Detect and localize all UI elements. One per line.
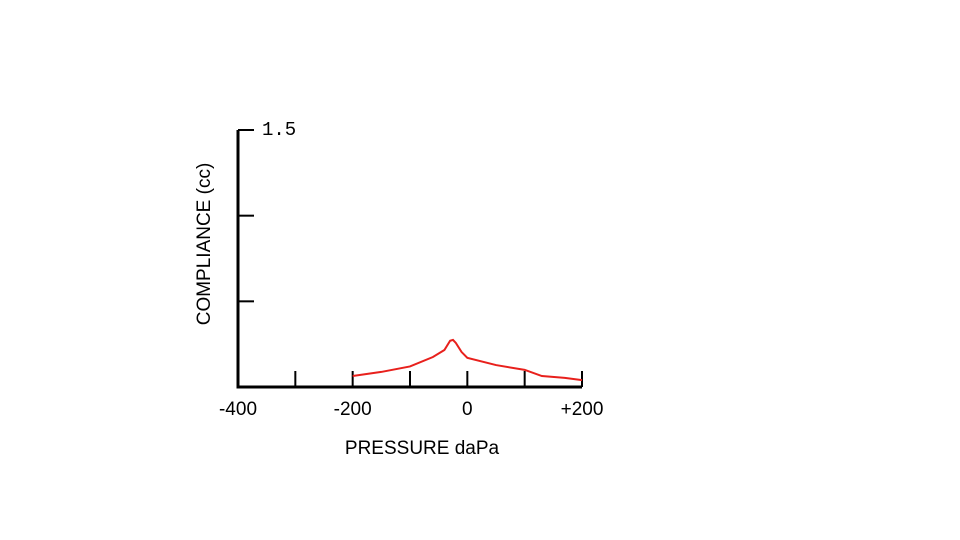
x-axis-label: PRESSURE daPa	[345, 438, 500, 459]
x-tick-label: +200	[561, 399, 604, 420]
y-tick-label: 1.5	[262, 119, 296, 141]
x-tick-label: -200	[334, 399, 372, 420]
x-tick-label: 0	[462, 399, 473, 420]
y-axis-label: COMPLIANCE (cc)	[194, 163, 215, 326]
data-line	[352, 338, 583, 382]
x-tick-label: -400	[219, 399, 257, 420]
